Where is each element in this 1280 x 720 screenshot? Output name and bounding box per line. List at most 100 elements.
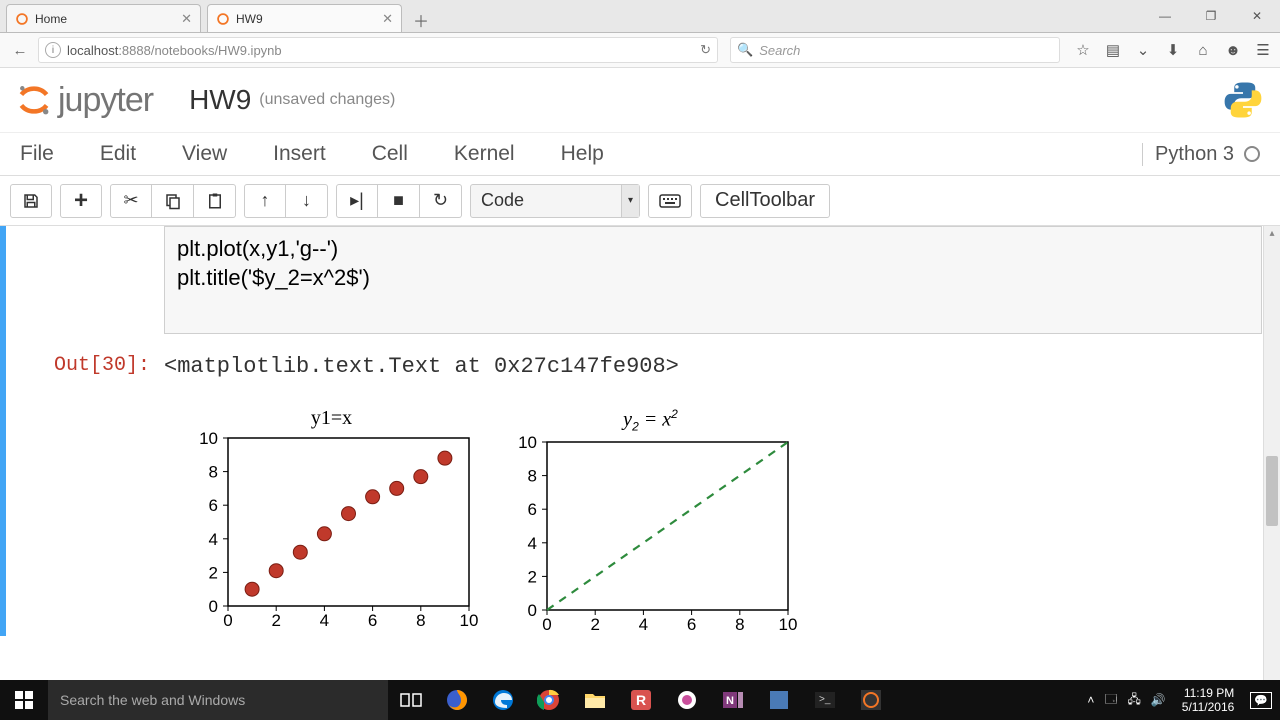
svg-text:6: 6 (368, 611, 377, 630)
url-path: :8888/notebooks/HW9.ipynb (118, 43, 281, 58)
downloads-icon[interactable]: ⬇ (1164, 41, 1182, 59)
tray-volume-icon[interactable]: 🔊 (1151, 693, 1166, 707)
cell-type-value: Code (481, 190, 524, 211)
sidebar-icon[interactable]: ▤ (1104, 41, 1122, 59)
code-line: plt.plot(x,y1,'g--') (177, 235, 1249, 264)
jupyter-header: jupyter HW9 (unsaved changes) (0, 68, 1280, 132)
menu-insert[interactable]: Insert (273, 142, 326, 166)
browser-tab-home[interactable]: Home ✕ (6, 4, 201, 32)
jupyter-toolbar: + ✂ ↑ ↓ ▸| ■ ↻ Code ▾ CellToolbar (0, 176, 1280, 226)
url-input[interactable]: i localhost:8888/notebooks/HW9.ipynb ↻ (38, 37, 718, 63)
taskbar-search[interactable]: Search the web and Windows (48, 680, 388, 720)
add-cell-button[interactable]: + (60, 184, 102, 218)
notifications-icon[interactable]: 💬 (1250, 692, 1272, 709)
close-window-button[interactable]: ✕ (1234, 0, 1280, 32)
menu-edit[interactable]: Edit (100, 142, 136, 166)
chrome-app-icon[interactable] (526, 680, 572, 720)
svg-text:6: 6 (687, 615, 696, 634)
terminal-app-icon[interactable]: >_ (802, 680, 848, 720)
tab-title: Home (35, 12, 67, 26)
home-icon[interactable]: ⌂ (1194, 41, 1212, 59)
run-button[interactable]: ▸| (336, 184, 378, 218)
svg-text:8: 8 (735, 615, 744, 634)
kernel-status-icon (1244, 146, 1260, 162)
keyboard-icon (659, 194, 681, 208)
maximize-button[interactable]: ❐ (1188, 0, 1234, 32)
move-up-button[interactable]: ↑ (244, 184, 286, 218)
tray-chevron-icon[interactable]: ˄ (1087, 693, 1094, 707)
cell-toolbar-button[interactable]: CellToolbar (700, 184, 830, 218)
restart-button[interactable]: ↻ (420, 184, 462, 218)
browser-toolbar-icons: ☆ ▤ ⌄ ⬇ ⌂ ☻ ☰ (1074, 41, 1272, 59)
window-controls: — ❐ ✕ (1142, 0, 1280, 32)
svg-text:0: 0 (209, 597, 218, 616)
site-info-icon[interactable]: i (45, 42, 61, 58)
stop-button[interactable]: ■ (378, 184, 420, 218)
taskbar-apps: R N >_ (388, 680, 894, 720)
clock-time: 11:19 PM (1182, 686, 1235, 700)
edge-app-icon[interactable] (480, 680, 526, 720)
move-down-button[interactable]: ↓ (286, 184, 328, 218)
tray-network-icon[interactable]: 🖧 (1127, 690, 1140, 711)
jupyter-logo-icon (16, 82, 52, 118)
firefox-app-icon[interactable] (434, 680, 480, 720)
svg-text:6: 6 (209, 496, 218, 515)
onenote-app-icon[interactable]: N (710, 680, 756, 720)
minimize-button[interactable]: — (1142, 0, 1188, 32)
svg-text:N: N (726, 695, 734, 707)
account-icon[interactable]: ☻ (1224, 41, 1242, 59)
notebook-name[interactable]: HW9 (189, 84, 251, 116)
svg-text:0: 0 (528, 601, 537, 620)
code-editor[interactable]: plt.plot(x,y1,'g--') plt.title('$y_2=x^2… (164, 226, 1262, 334)
tray-battery-icon[interactable]: 🗔 (1104, 690, 1117, 711)
bookmark-star-icon[interactable]: ☆ (1074, 41, 1092, 59)
search-input[interactable]: 🔍 Search (730, 37, 1060, 63)
cell-toolbar-label: CellToolbar (715, 189, 815, 212)
save-icon (22, 192, 40, 210)
close-tab-icon[interactable]: ✕ (181, 11, 192, 27)
app-generic2-icon[interactable] (756, 680, 802, 720)
selected-cell[interactable]: plt.plot(x,y1,'g--') plt.title('$y_2=x^2… (0, 226, 1280, 636)
task-view-button[interactable] (388, 680, 434, 720)
menu-kernel[interactable]: Kernel (454, 142, 515, 166)
menu-file[interactable]: File (20, 142, 54, 166)
command-palette-button[interactable] (648, 184, 692, 218)
svg-text:10: 10 (460, 611, 479, 630)
browser-tab-hw9[interactable]: HW9 ✕ (207, 4, 402, 32)
app-r-icon[interactable]: R (618, 680, 664, 720)
output-row: Out[30]: <matplotlib.text.Text at 0x27c1… (14, 354, 1262, 379)
copy-button[interactable] (152, 184, 194, 218)
menu-icon[interactable]: ☰ (1254, 41, 1272, 59)
cell-type-select[interactable]: Code ▾ (470, 184, 640, 218)
explorer-app-icon[interactable] (572, 680, 618, 720)
windows-logo-icon (15, 691, 33, 709)
svg-text:8: 8 (209, 463, 218, 482)
output-prompt: Out[30]: (14, 354, 164, 379)
start-button[interactable] (0, 680, 48, 720)
scrollbar[interactable]: ▴ (1263, 226, 1280, 720)
jupyter-logo[interactable]: jupyter (16, 81, 153, 120)
reload-icon[interactable]: ↻ (700, 42, 711, 58)
taskbar-clock[interactable]: 11:19 PM 5/11/2016 (1176, 686, 1241, 715)
menu-help[interactable]: Help (561, 142, 604, 166)
app-generic-icon[interactable] (664, 680, 710, 720)
menu-cell[interactable]: Cell (372, 142, 408, 166)
jupyter-app-icon[interactable] (848, 680, 894, 720)
code-line: plt.title('$y_2=x^2$') (177, 264, 1249, 293)
svg-text:8: 8 (416, 611, 425, 630)
save-button[interactable] (10, 184, 52, 218)
new-tab-button[interactable]: ＋ (408, 8, 434, 32)
pocket-icon[interactable]: ⌄ (1134, 41, 1152, 59)
browser-urlbar: ← i localhost:8888/notebooks/HW9.ipynb ↻… (0, 33, 1280, 68)
output-text: <matplotlib.text.Text at 0x27c147fe908> (164, 354, 679, 379)
scroll-up-icon[interactable]: ▴ (1264, 228, 1280, 239)
svg-text:0: 0 (542, 615, 551, 634)
svg-text:2: 2 (271, 611, 280, 630)
cut-button[interactable]: ✂ (110, 184, 152, 218)
close-tab-icon[interactable]: ✕ (382, 11, 393, 27)
back-button[interactable]: ← (8, 38, 32, 62)
scroll-thumb[interactable] (1266, 456, 1278, 526)
svg-text:6: 6 (528, 500, 537, 519)
paste-button[interactable] (194, 184, 236, 218)
menu-view[interactable]: View (182, 142, 227, 166)
